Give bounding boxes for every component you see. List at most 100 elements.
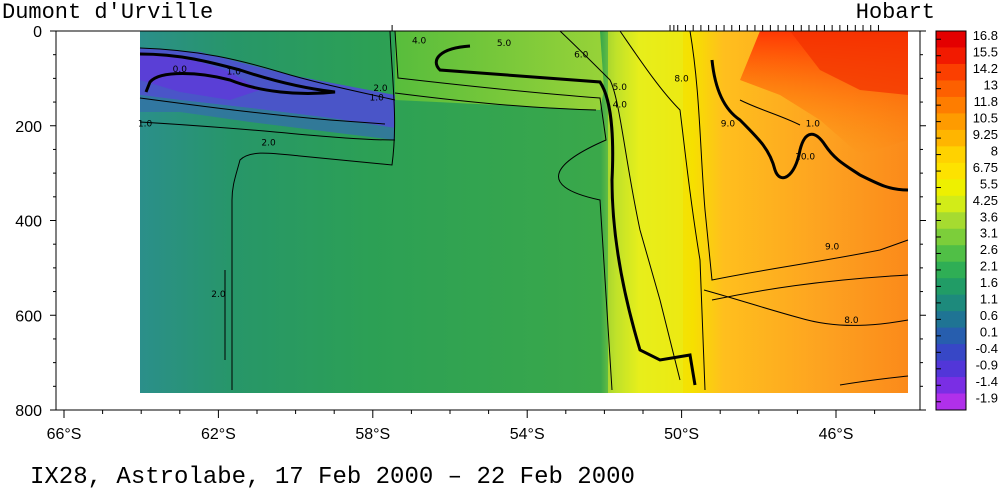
colorbar-swatch: [936, 393, 966, 411]
contour-label: 9.0: [721, 119, 736, 129]
chart-caption: IX28, Astrolabe, 17 Feb 2000 – 22 Feb 20…: [30, 464, 635, 491]
front-yellow: [608, 31, 683, 393]
colorbar-swatch: [936, 228, 966, 246]
contour-label: 1.0: [227, 67, 242, 77]
colorbar-swatch: [936, 294, 966, 312]
colorbar-label: 2.6: [980, 242, 998, 257]
colorbar-label: 0.1: [980, 325, 998, 340]
colorbar-label: 11.8: [974, 94, 998, 109]
colorbar-swatch: [936, 113, 966, 131]
colorbar-label: 1.6: [980, 275, 998, 290]
x-tick-label: 62°S: [201, 426, 236, 443]
x-tick-label: 54°S: [510, 426, 545, 443]
colorbar-label: -1.4: [976, 374, 998, 389]
contour-6: [559, 30, 681, 381]
contour-label: 2.0: [261, 138, 276, 148]
contour-2c: [394, 92, 597, 111]
contour-10: [710, 59, 909, 192]
colorbar-label: 8: [991, 143, 998, 158]
colorbar-swatch: [936, 261, 966, 279]
colorbar-label: 16.8: [973, 28, 998, 43]
y-axis: 0 200 400 600 800: [15, 24, 926, 420]
y-tick-label: 600: [15, 308, 42, 325]
title-left: Dumont d'Urville: [2, 0, 213, 25]
colorbar-swatch: [936, 360, 966, 378]
colorbar-label: 13: [984, 77, 998, 92]
contour-9b: [711, 274, 909, 301]
x-axis: 66°S 62°S 58°S 54°S 50°S 46°S: [47, 410, 876, 443]
contour-label: 5.0: [497, 39, 512, 49]
x-tick-label: 50°S: [664, 426, 699, 443]
colorbar-swatch: [936, 80, 966, 98]
title-right: Hobart: [856, 0, 935, 25]
contour-label: 5.0: [613, 83, 628, 93]
colorbar-label: 5.5: [980, 176, 998, 191]
temperature-field: [140, 31, 908, 393]
contour-label: 0.0: [173, 65, 188, 75]
warm-top-core: [790, 31, 908, 95]
colorbar-label: 4.25: [973, 193, 998, 208]
colorbar-label: 15.5: [973, 44, 998, 59]
colorbar-swatch: [936, 195, 966, 213]
x-tick-label: 46°S: [819, 426, 854, 443]
colorbar-swatch: [936, 31, 966, 48]
contour-label: 1.0: [369, 93, 384, 103]
contour-label: 1.0: [806, 119, 821, 129]
colorbar-label: -0.9: [976, 358, 998, 373]
colorbar-label: 0.6: [980, 308, 998, 323]
x-tick-label: 58°S: [355, 426, 390, 443]
colorbar-label: 2.1: [980, 259, 998, 274]
colorbar-swatch: [936, 179, 966, 197]
colorbar-label: 6.75: [973, 160, 998, 175]
contour-10b: [739, 99, 801, 126]
contour-label: 8.0: [674, 74, 689, 84]
contour-label: 2.0: [211, 290, 226, 300]
colorbar-swatch: [936, 212, 966, 230]
colorbar-swatch: [936, 377, 966, 395]
y-tick-label: 400: [15, 214, 42, 231]
contour-4: [394, 30, 613, 391]
contour-label: 8.0: [844, 316, 859, 326]
colorbar-swatch: [936, 327, 966, 345]
colorbar-label: 10.5: [973, 110, 998, 125]
y-tick-label: 800: [15, 403, 42, 420]
contour-label: 1.0: [138, 119, 153, 129]
colorbar-label: -1.9: [976, 391, 998, 406]
y-tick-label: 200: [15, 119, 42, 136]
colorbar-label: 14.2: [973, 61, 998, 76]
contour-1c: [139, 97, 386, 125]
colorbar-label: 3.1: [980, 226, 998, 241]
contour-1a: [139, 121, 396, 141]
contour-label: 9.0: [825, 243, 840, 253]
contour-9: [689, 30, 909, 281]
colorbar-label: 1.1: [980, 292, 998, 307]
y-tick-label: 0: [33, 24, 42, 41]
contour-8b: [703, 289, 909, 326]
colorbar-swatch: [936, 245, 966, 263]
contour-2a: [231, 30, 396, 390]
contour-label: 4.0: [412, 36, 427, 46]
contour-deep: [839, 375, 909, 386]
contour-0: [139, 52, 336, 95]
contour-label: 6.0: [574, 51, 589, 61]
colorbar-swatch: [936, 344, 966, 362]
colorbar-swatch: [936, 47, 966, 65]
contour-5: [434, 44, 697, 386]
cold-core-violet: [140, 52, 260, 100]
x-tick-label: 66°S: [47, 426, 82, 443]
contour-lines: [139, 30, 909, 391]
colorbar-label: -0.4: [976, 341, 998, 356]
colorbar-swatch: [936, 278, 966, 296]
colorbar-swatch: [936, 146, 966, 164]
contour-1b: [139, 47, 396, 101]
contour-label: 4.0: [613, 100, 628, 110]
colorbar-swatch: [936, 63, 966, 81]
colorbar-label: 9.25: [973, 127, 998, 142]
contour-label: 10.0: [795, 153, 815, 163]
contour-labels: 0.0 1.01.02.01.02.02.04.0 5.06.05.04.08.09…: [138, 36, 859, 326]
colorbar-swatch: [936, 129, 966, 147]
colorbar-swatch: [936, 96, 966, 114]
contour-8: [619, 30, 706, 391]
colorbar-swatch: [936, 162, 966, 180]
colorbar-label: 3.6: [980, 209, 998, 224]
